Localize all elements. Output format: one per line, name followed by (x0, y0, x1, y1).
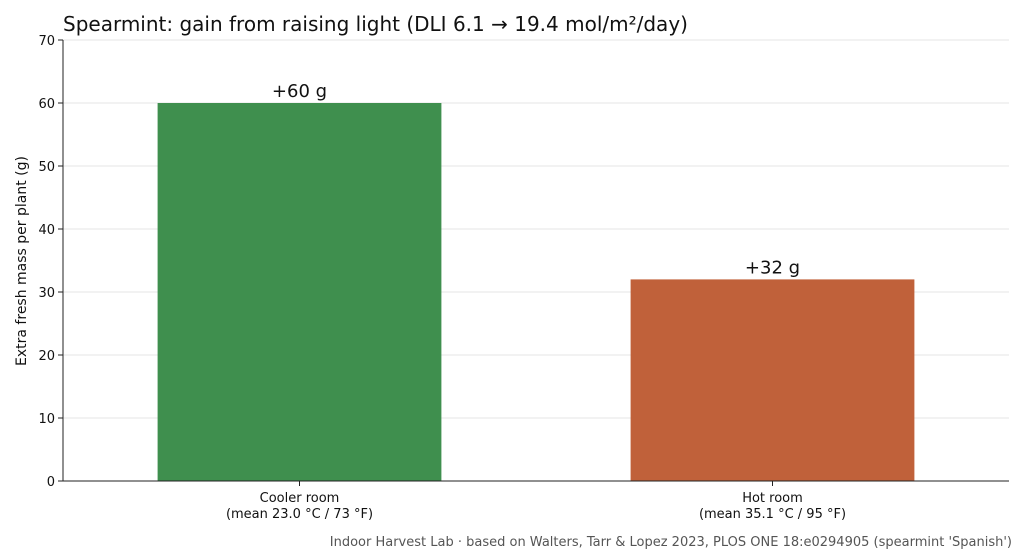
chart-title: Spearmint: gain from raising light (DLI … (63, 12, 688, 36)
x-tick-label: (mean 35.1 °C / 95 °F) (699, 507, 846, 522)
bar-value-label: +60 g (272, 81, 327, 102)
y-axis-label: Extra fresh mass per plant (g) (14, 156, 30, 366)
x-tick-label: Hot room (742, 491, 803, 506)
category-labels: Cooler room(mean 23.0 °C / 73 °F) Hot roo… (226, 481, 846, 522)
bar-0 (157, 103, 442, 481)
data-labels: +60 g +32 g (272, 81, 800, 278)
bar-1 (630, 279, 915, 481)
y-ticks: 0 10 20 30 40 50 60 70 (38, 34, 63, 490)
bars (157, 103, 915, 481)
y-tick-label: 60 (38, 97, 55, 112)
y-tick-label: 40 (38, 223, 55, 238)
x-tick-label: Cooler room (260, 491, 340, 506)
x-tick-label: (mean 23.0 °C / 73 °F) (226, 507, 373, 522)
y-tick-label: 50 (38, 160, 55, 175)
bar-value-label: +32 g (745, 257, 800, 278)
axes (62, 40, 1009, 482)
y-tick-label: 30 (38, 286, 55, 301)
y-tick-label: 0 (47, 475, 55, 490)
y-tick-label: 70 (38, 34, 55, 49)
y-tick-label: 10 (38, 412, 55, 427)
source-note: Indoor Harvest Lab · based on Walters, T… (330, 535, 1012, 550)
y-tick-label: 20 (38, 349, 55, 364)
